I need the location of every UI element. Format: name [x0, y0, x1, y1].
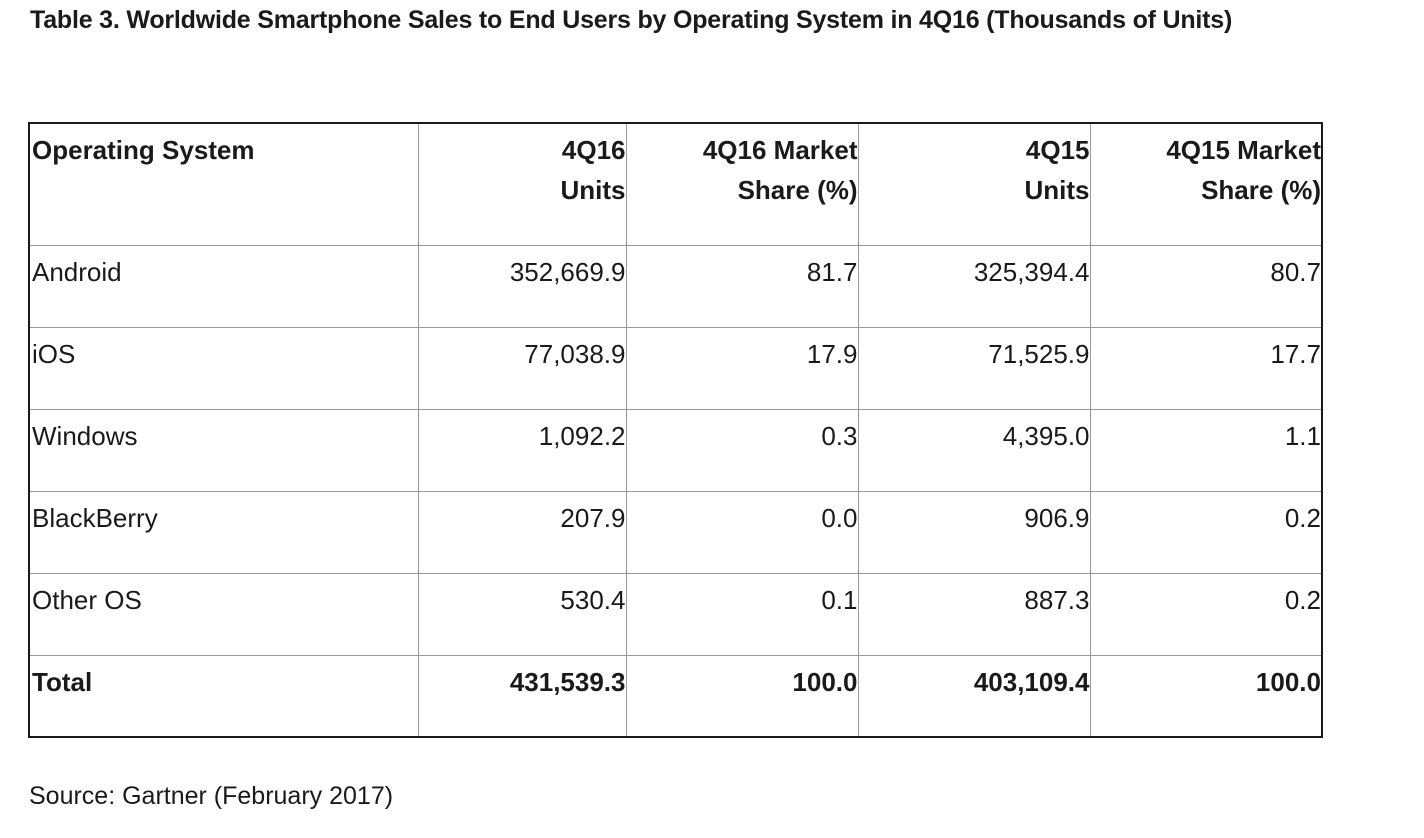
cell-4q16-units: 1,092.2 [417, 408, 627, 492]
cell-4q15-units: 887.3 [857, 572, 1091, 656]
header-line: 4Q16 Market [702, 135, 858, 165]
header-operating-system: Operating System [28, 122, 419, 246]
header-4q15-market-share: 4Q15 Market Share (%) [1089, 122, 1323, 246]
cell-4q15-share: 0.2 [1089, 490, 1323, 574]
header-line: Units [560, 175, 626, 205]
header-line: 4Q15 Market [1166, 135, 1321, 165]
cell-4q16-share: 81.7 [625, 244, 859, 328]
header-line: Operating System [32, 135, 255, 165]
header-line: Units [1024, 175, 1090, 205]
cell-os-name: Other OS [28, 572, 419, 656]
cell-4q16-share: 17.9 [625, 326, 859, 410]
header-4q16-market-share: 4Q16 Market Share (%) [625, 122, 859, 246]
cell-4q16-units: 207.9 [417, 490, 627, 574]
cell-os-name: Windows [28, 408, 419, 492]
cell-4q15-share: 1.1 [1089, 408, 1323, 492]
smartphone-sales-table: Operating System 4Q16 Units 4Q16 Market … [28, 122, 1323, 738]
cell-4q15-units: 325,394.4 [857, 244, 1091, 328]
table-row-blackberry: BlackBerry 207.9 0.0 906.9 0.2 [28, 490, 1323, 574]
cell-4q16-units: 431,539.3 [417, 654, 627, 738]
header-4q16-units: 4Q16 Units [417, 122, 627, 246]
cell-4q15-share: 17.7 [1089, 326, 1323, 410]
cell-4q16-units: 352,669.9 [417, 244, 627, 328]
table-row-ios: iOS 77,038.9 17.9 71,525.9 17.7 [28, 326, 1323, 410]
table-title: Table 3. Worldwide Smartphone Sales to E… [30, 6, 1233, 34]
cell-4q16-share: 100.0 [625, 654, 859, 738]
cell-4q15-units: 71,525.9 [857, 326, 1091, 410]
header-4q15-units: 4Q15 Units [857, 122, 1091, 246]
header-line: Share (%) [737, 175, 858, 205]
cell-4q15-units: 906.9 [857, 490, 1091, 574]
header-line: Share (%) [1201, 175, 1321, 205]
cell-4q15-units: 4,395.0 [857, 408, 1091, 492]
cell-4q16-units: 530.4 [417, 572, 627, 656]
cell-4q16-share: 0.0 [625, 490, 859, 574]
cell-4q15-share: 80.7 [1089, 244, 1323, 328]
header-row: Operating System 4Q16 Units 4Q16 Market … [28, 122, 1323, 246]
cell-os-name: Android [28, 244, 419, 328]
table-row-android: Android 352,669.9 81.7 325,394.4 80.7 [28, 244, 1323, 328]
cell-4q15-share: 100.0 [1089, 654, 1323, 738]
cell-os-name: iOS [28, 326, 419, 410]
header-line: 4Q15 [1025, 135, 1090, 165]
cell-4q16-share: 0.3 [625, 408, 859, 492]
cell-os-name: BlackBerry [28, 490, 419, 574]
source-note: Source: Gartner (February 2017) [29, 782, 394, 810]
cell-4q16-share: 0.1 [625, 572, 859, 656]
cell-os-name: Total [28, 654, 419, 738]
table-row-other-os: Other OS 530.4 0.1 887.3 0.2 [28, 572, 1323, 656]
cell-4q16-units: 77,038.9 [417, 326, 627, 410]
cell-4q15-share: 0.2 [1089, 572, 1323, 656]
cell-4q15-units: 403,109.4 [857, 654, 1091, 738]
table-row-windows: Windows 1,092.2 0.3 4,395.0 1.1 [28, 408, 1323, 492]
table-row-total: Total 431,539.3 100.0 403,109.4 100.0 [28, 654, 1323, 738]
header-line: 4Q16 [561, 135, 626, 165]
